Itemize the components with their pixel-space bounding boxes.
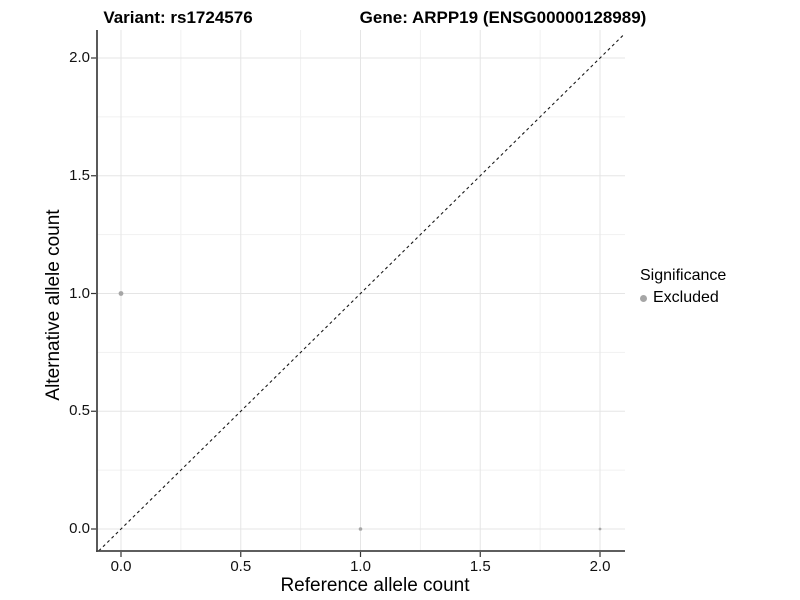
data-point xyxy=(118,291,124,296)
reference-diagonal-line xyxy=(98,33,626,552)
excluded-point-icon xyxy=(640,294,647,302)
y-tick-label: 1.5 xyxy=(69,166,90,184)
x-tick-label: 2.0 xyxy=(589,558,611,575)
x-axis-title: Reference allele count xyxy=(280,575,470,596)
variant-title: Variant: rs1724576 xyxy=(103,8,253,27)
y-tick-label: 0.5 xyxy=(69,402,90,420)
legend-item-excluded: Excluded xyxy=(640,289,726,307)
identity-line xyxy=(98,33,626,552)
legend-item-label: Excluded xyxy=(653,289,719,306)
y-tick-label: 1.0 xyxy=(69,284,90,302)
minor-gridlines xyxy=(97,30,625,551)
y-tick-label: 0.0 xyxy=(69,520,90,537)
data-point xyxy=(358,527,363,531)
y-axis-title: Alternative allele count xyxy=(43,209,64,401)
axis-lines xyxy=(96,30,625,552)
gene-title: Gene: ARPP19 (ENSG00000128989) xyxy=(359,8,647,27)
data-points xyxy=(118,291,602,531)
legend-title: Significance xyxy=(640,267,727,284)
x-tick-label: 1.5 xyxy=(469,558,491,575)
axis-tick-marks xyxy=(91,57,601,557)
y-tick-label: 2.0 xyxy=(69,49,90,66)
x-tick-label: 1.0 xyxy=(350,558,371,575)
x-tick-label: 0.0 xyxy=(110,558,132,575)
x-tick-label: 0.5 xyxy=(230,558,252,575)
data-point xyxy=(598,527,602,531)
major-gridlines xyxy=(97,30,625,551)
legend: Significance Excluded xyxy=(640,267,726,307)
